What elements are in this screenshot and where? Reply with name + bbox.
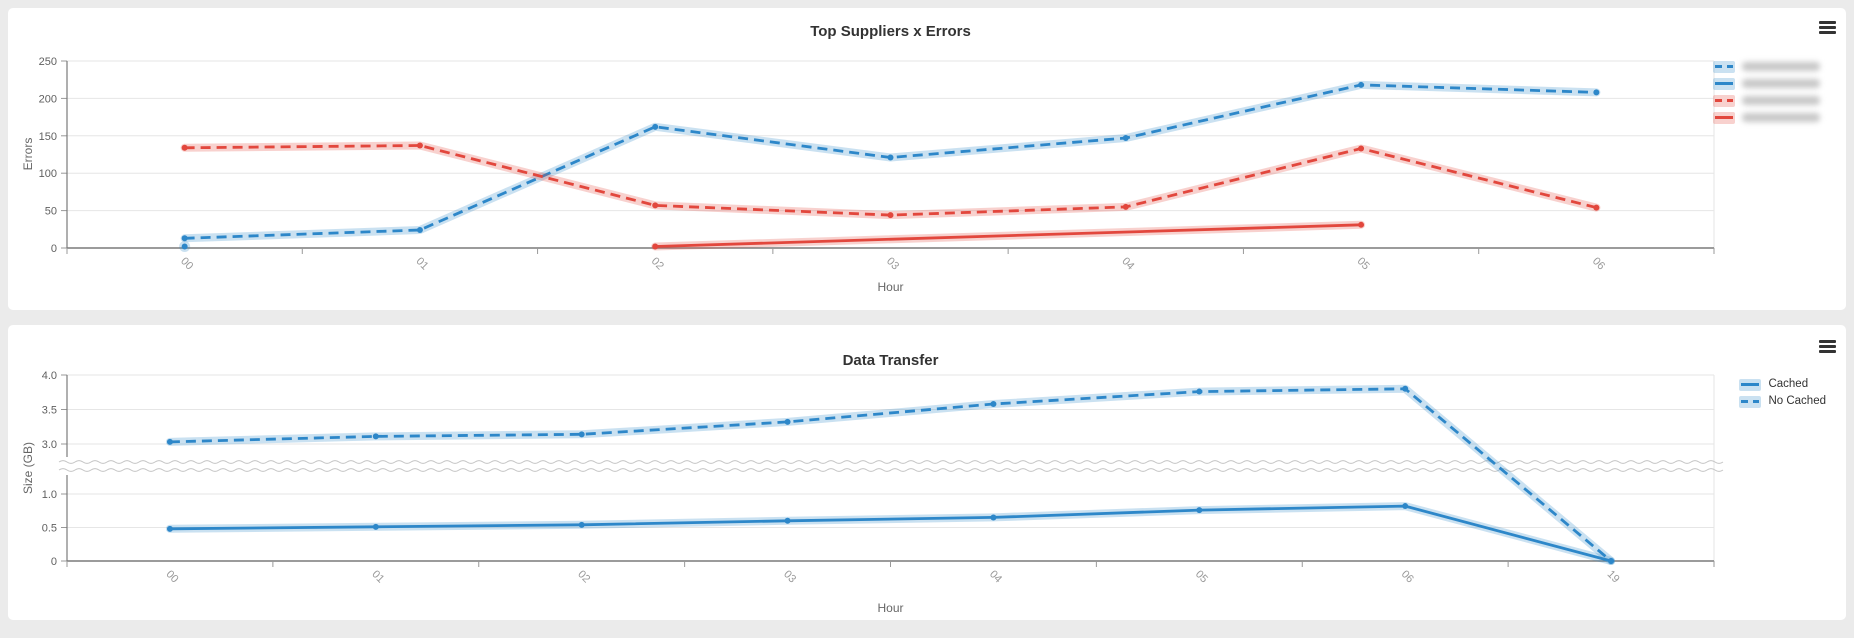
chart-card-top-suppliers-errors: 0 50 100 150 200 250 00 01 02 03 04 05 06 Top Suppli…	[8, 8, 1846, 310]
legend-line	[1715, 65, 1733, 68]
x-axis-title: Hour	[877, 601, 904, 615]
x-axis-title: Hour	[877, 280, 904, 294]
svg-text:0: 0	[51, 556, 57, 568]
legend-line	[1715, 82, 1733, 85]
legend-line	[1741, 383, 1760, 386]
solid-line-swatch-icon	[1739, 378, 1762, 391]
svg-text:05: 05	[1193, 568, 1210, 585]
y-axis-title: Errors	[21, 137, 35, 171]
hamburger-bar	[1819, 350, 1836, 353]
hamburger-bar	[1819, 345, 1836, 348]
svg-text:3.0: 3.0	[42, 439, 57, 451]
legend-item[interactable]	[1713, 94, 1820, 107]
hamburger-bar	[1819, 21, 1836, 24]
legend-line	[1715, 116, 1733, 119]
svg-text:200: 200	[39, 93, 57, 105]
svg-text:05: 05	[1355, 255, 1372, 272]
hamburger-bar	[1819, 31, 1836, 34]
hamburger-menu-icon[interactable]	[1819, 340, 1836, 353]
svg-text:03: 03	[781, 568, 798, 585]
svg-text:50: 50	[45, 206, 57, 218]
legend-line	[1741, 400, 1760, 403]
y-axis-title: Size (GB)	[21, 441, 35, 495]
svg-text:4.0: 4.0	[42, 370, 57, 382]
dashed-line-swatch-icon	[1713, 94, 1735, 107]
legend-label: Cached	[1768, 378, 1809, 390]
hamburger-bar	[1819, 26, 1836, 29]
svg-text:01: 01	[369, 568, 386, 585]
svg-text:04: 04	[987, 568, 1004, 585]
svg-text:06: 06	[1399, 568, 1416, 585]
legend-label: No Cached	[1768, 395, 1826, 407]
legend-item[interactable]	[1713, 77, 1820, 90]
legend-label-redacted	[1742, 96, 1820, 105]
transfer-chart-canvas: 0 0.5 1.0 3.0 3.5 4.0 00 01 02 03 04 05 06 19	[42, 370, 1724, 585]
legend-label-redacted	[1742, 113, 1820, 122]
svg-text:3.5: 3.5	[42, 405, 57, 417]
svg-text:03: 03	[884, 255, 901, 272]
svg-text:19: 19	[1605, 568, 1622, 585]
svg-text:04: 04	[1119, 255, 1136, 272]
svg-text:100: 100	[39, 168, 57, 180]
chart-title: Data Transfer	[842, 352, 939, 369]
chart-legend: Cached No Cached	[1739, 378, 1826, 408]
svg-text:06: 06	[1590, 255, 1607, 272]
legend-label-redacted	[1742, 79, 1820, 88]
svg-text:150: 150	[39, 131, 57, 143]
svg-text:1.0: 1.0	[42, 489, 57, 501]
svg-text:0.5: 0.5	[42, 523, 57, 535]
hamburger-menu-icon[interactable]	[1819, 21, 1836, 34]
svg-text:0: 0	[51, 243, 57, 255]
chart-legend	[1713, 60, 1820, 124]
svg-text:01: 01	[413, 255, 430, 272]
errors-chart-canvas: 0 50 100 150 200 250 00 01 02 03 04 05 06	[39, 56, 1715, 272]
legend-item[interactable]: No Cached	[1739, 395, 1826, 408]
solid-line-swatch-icon	[1713, 77, 1735, 90]
chart-card-data-transfer: 0 0.5 1.0 3.0 3.5 4.0 00 01 02 03 04 05 06 19 Data Tr…	[8, 325, 1846, 620]
dashed-line-swatch-icon	[1739, 395, 1762, 408]
svg-text:02: 02	[649, 255, 666, 272]
hamburger-bar	[1819, 340, 1836, 343]
legend-item[interactable]: Cached	[1739, 378, 1826, 391]
chart-title: Top Suppliers x Errors	[810, 23, 971, 40]
legend-line	[1715, 99, 1733, 102]
svg-text:02: 02	[575, 568, 592, 585]
svg-text:250: 250	[39, 56, 57, 68]
svg-text:00: 00	[163, 568, 180, 585]
legend-item[interactable]	[1713, 111, 1820, 124]
dashed-line-swatch-icon	[1713, 60, 1735, 73]
solid-line-swatch-icon	[1713, 111, 1735, 124]
svg-text:00: 00	[178, 255, 195, 272]
legend-item[interactable]	[1713, 60, 1820, 73]
legend-label-redacted	[1742, 62, 1820, 71]
